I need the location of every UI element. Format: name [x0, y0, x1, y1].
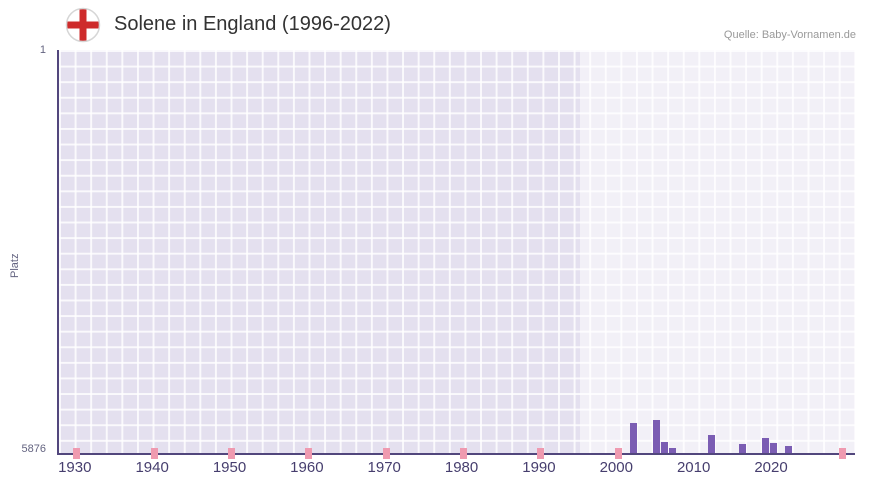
rank-bar-2019 [761, 438, 769, 453]
no-data-marker [614, 448, 622, 459]
x-tick-label: 1970 [367, 459, 401, 476]
y-axis-label: Platz [9, 253, 21, 278]
england-flag-icon [64, 6, 102, 44]
no-data-marker [228, 448, 235, 459]
highlight-band [579, 50, 855, 453]
x-tick-label: 1940 [135, 459, 169, 476]
no-data-marker [150, 448, 158, 459]
rank-bar-2012 [707, 434, 715, 453]
no-data-marker [537, 448, 545, 459]
x-axis: 1930 1940 1950 1960 1970 1980 1990 2000 2010 2020 [57, 459, 853, 481]
rank-bar-2005 [653, 419, 661, 453]
rank-bar-2006 [661, 442, 669, 453]
no-data-marker [305, 448, 313, 459]
no-data-marker [460, 448, 468, 459]
y-axis-tick-top: 1 [39, 44, 46, 56]
x-tick-label: 1980 [444, 459, 479, 476]
x-tick-label: 2020 [754, 459, 788, 476]
source-label: Quelle: Baby-Vornamen.de [723, 29, 856, 41]
rank-bar-2002 [630, 423, 638, 453]
x-tick-label: 2000 [599, 459, 633, 476]
rank-bar-2022 [784, 446, 792, 453]
no-data-marker [839, 448, 847, 459]
x-tick-label: 1960 [290, 459, 324, 476]
no-data-marker [382, 448, 390, 459]
x-tick-label: 1930 [58, 459, 92, 476]
y-axis-tick-bottom: 5876 [21, 443, 46, 455]
x-tick-label: 1950 [212, 459, 247, 476]
x-tick-label: 1990 [522, 459, 556, 476]
x-tick-label: 2010 [676, 459, 711, 476]
page-title: Solene in England (1996-2022) [114, 13, 391, 35]
rank-bar-2020 [769, 443, 777, 453]
plot-area [57, 50, 855, 459]
no-data-marker [73, 448, 81, 459]
rank-bar-2016 [738, 444, 746, 453]
rank-bar-2007 [668, 447, 676, 453]
